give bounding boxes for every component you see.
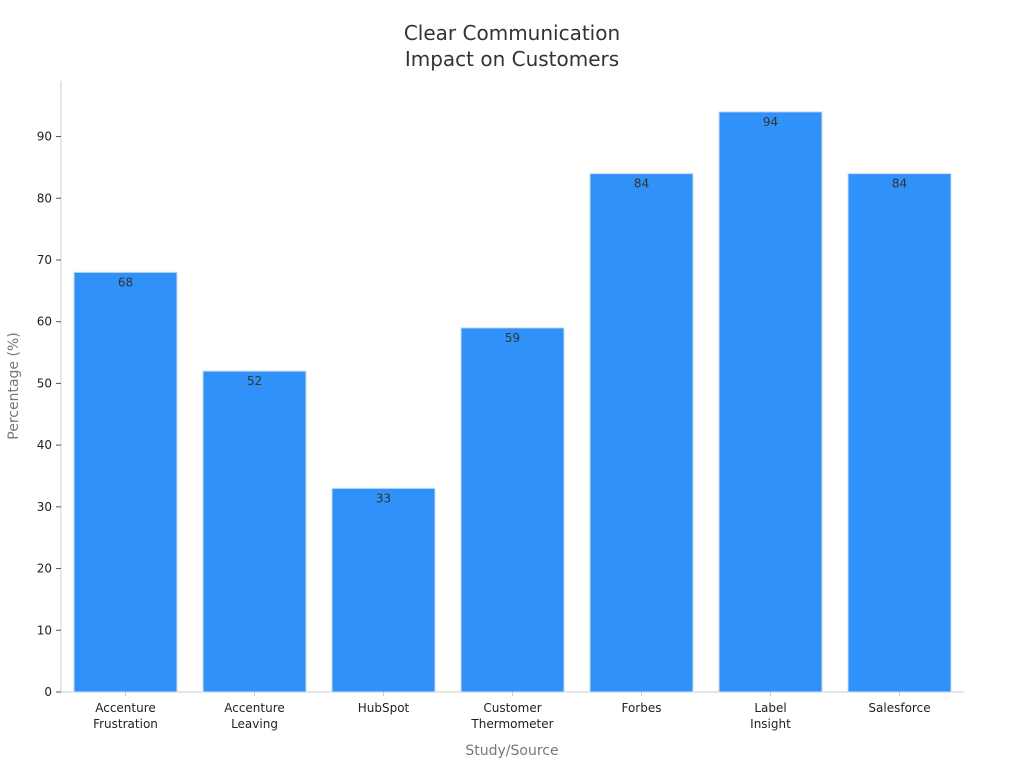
x-tick-label: Insight — [750, 717, 791, 731]
bar-value-label: 59 — [505, 331, 520, 345]
bar — [718, 111, 823, 693]
y-tick-label: 0 — [44, 685, 52, 699]
x-tick-label: HubSpot — [358, 701, 410, 715]
x-tick-label: Leaving — [231, 717, 278, 731]
bar-value-label: 84 — [892, 177, 907, 191]
x-axis-title: Study/Source — [465, 743, 558, 759]
bar — [202, 370, 307, 693]
x-tick-label: Customer — [483, 701, 541, 715]
y-tick-label: 10 — [37, 623, 52, 637]
bar — [331, 487, 436, 693]
y-tick-label: 20 — [37, 562, 52, 576]
y-axis-title: Percentage (%) — [6, 332, 22, 439]
bars-group: 68 52 33 59 84 94 84 — [73, 111, 952, 693]
x-tick-label: Thermometer — [470, 717, 553, 731]
bar — [847, 173, 952, 693]
x-tick-label: Forbes — [621, 701, 661, 715]
y-tick-label: 60 — [37, 315, 52, 329]
bar-value-label: 84 — [634, 177, 649, 191]
bar-value-label: 94 — [763, 115, 778, 129]
x-tick-label: Label — [754, 701, 786, 715]
bar — [73, 271, 178, 693]
y-tick-label: 80 — [37, 191, 52, 205]
y-tick-label: 30 — [37, 500, 52, 514]
x-tick-label: Frustration — [93, 717, 158, 731]
y-tick-label: 90 — [37, 130, 52, 144]
x-tick-label: Salesforce — [868, 701, 930, 715]
y-tick-label: 40 — [37, 438, 52, 452]
chart-title-line-1: Clear Communication — [404, 21, 620, 45]
y-tick-label: 70 — [37, 253, 52, 267]
chart-title-line-2: Impact on Customers — [405, 47, 619, 71]
bar — [589, 173, 694, 693]
x-tick-label: Accenture — [95, 701, 156, 715]
y-tick-label: 50 — [37, 376, 52, 390]
bar-value-label: 52 — [247, 374, 262, 388]
y-axis-ticks: 0 10 20 30 40 50 60 70 80 90 — [37, 130, 61, 699]
bar — [460, 327, 565, 693]
x-tick-label: Accenture — [224, 701, 285, 715]
bar-value-label: 68 — [118, 275, 133, 289]
bar-value-label: 33 — [376, 491, 391, 505]
x-axis-ticks: Accenture Frustration Accenture Leaving HubS… — [93, 692, 931, 731]
